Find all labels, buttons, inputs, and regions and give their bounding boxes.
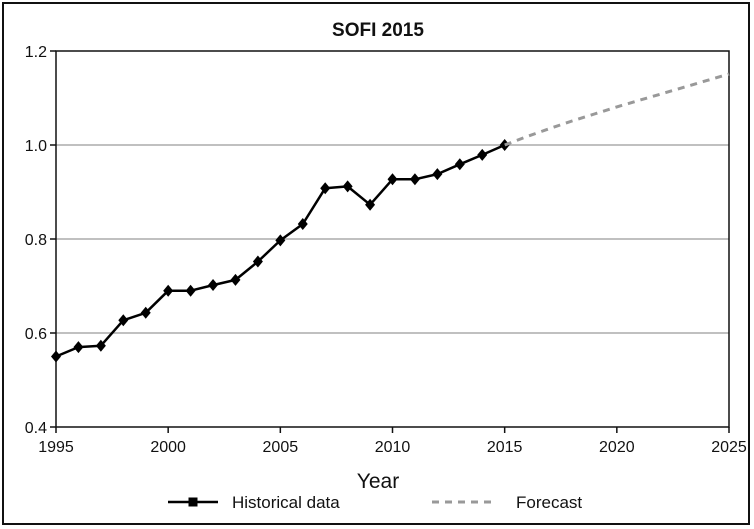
data-point-marker: [342, 180, 353, 193]
y-axis: 0.4 0.6 0.8 1.0 1.2: [25, 44, 56, 437]
y-tick-label: 1.0: [25, 138, 47, 155]
data-point-marker: [163, 284, 174, 297]
legend-forecast-label: Forecast: [516, 493, 582, 512]
series-group: [51, 72, 730, 363]
data-point-marker: [297, 217, 308, 230]
data-point-marker: [140, 306, 151, 319]
y-tick-label: 0.6: [25, 326, 47, 343]
data-point-marker: [320, 182, 331, 195]
legend-historical-label: Historical data: [232, 493, 340, 512]
data-point-marker: [73, 341, 84, 354]
x-tick-label: 2020: [599, 439, 635, 456]
legend-historical-marker: [188, 497, 198, 507]
chart-title: SOFI 2015: [332, 20, 424, 41]
data-point-marker: [477, 148, 488, 161]
data-point-marker: [51, 350, 61, 363]
data-point-marker: [95, 339, 106, 352]
x-tick-label: 2000: [150, 439, 186, 456]
data-point-marker: [499, 139, 510, 151]
data-point-marker: [409, 173, 420, 186]
data-point-marker: [387, 173, 398, 186]
y-tick-label: 0.8: [25, 232, 47, 249]
data-point-marker: [208, 279, 219, 292]
data-point-marker: [118, 314, 129, 327]
data-point-marker: [185, 284, 196, 297]
x-axis-title: Year: [357, 470, 399, 493]
x-tick-label: 2025: [711, 439, 747, 456]
y-tick-label: 0.4: [25, 420, 47, 437]
x-tick-label: 2010: [375, 439, 411, 456]
x-tick-label: 2015: [487, 439, 523, 456]
x-axis: 1995 2000 2005 2010 2015 2020 2025: [38, 427, 747, 456]
data-point-marker: [230, 273, 241, 286]
data-point-marker: [275, 234, 286, 247]
forecast-line: [504, 72, 730, 147]
x-tick-label: 1995: [38, 439, 74, 456]
data-point-marker: [432, 168, 443, 181]
data-point-marker: [454, 158, 465, 171]
x-tick-label: 2005: [263, 439, 299, 456]
grid-lines: [56, 144, 729, 334]
legend: Historical data Forecast: [168, 493, 582, 512]
data-point-marker: [365, 198, 376, 211]
y-tick-label: 1.2: [25, 44, 47, 61]
data-point-marker: [252, 255, 263, 268]
